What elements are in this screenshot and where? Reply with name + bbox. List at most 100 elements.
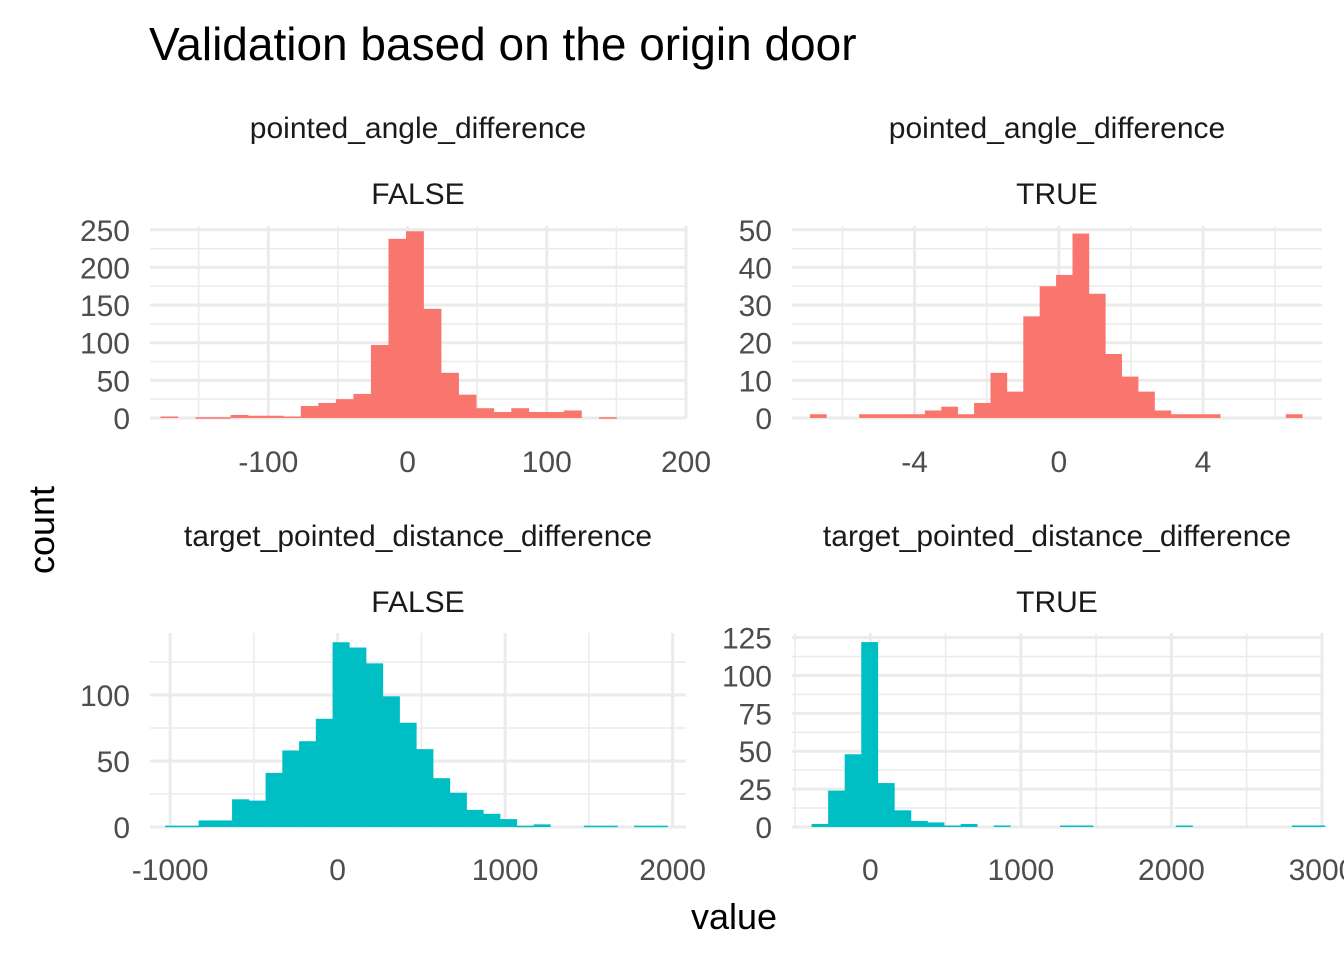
histogram-bar xyxy=(1006,391,1024,418)
histogram-bar xyxy=(353,393,372,418)
y-tick-label: 200 xyxy=(80,252,130,285)
y-axis-title: count xyxy=(21,486,62,574)
histogram-bar xyxy=(1203,414,1221,418)
y-tick-label: 50 xyxy=(739,736,772,769)
x-tick-label: 100 xyxy=(522,446,572,479)
histogram-bar xyxy=(528,411,547,418)
y-tick-label: 100 xyxy=(80,680,130,713)
histogram-bar xyxy=(910,820,928,827)
histogram-bar xyxy=(248,800,266,827)
histogram-bar xyxy=(406,231,424,418)
y-tick-label: 20 xyxy=(739,328,772,361)
histogram-bar xyxy=(634,825,652,828)
histogram-bar xyxy=(195,417,214,419)
y-tick-label: 0 xyxy=(113,812,130,845)
histogram-bar xyxy=(1285,414,1303,418)
histogram-bar xyxy=(198,820,216,827)
x-tick-label: 0 xyxy=(1050,446,1067,479)
histogram-bar xyxy=(215,820,233,827)
x-tick-label: 0 xyxy=(399,446,416,479)
histogram-bar xyxy=(1039,286,1057,418)
histogram-bar xyxy=(1056,274,1073,418)
y-tick-label: 50 xyxy=(97,746,130,779)
histogram-bar xyxy=(828,790,845,827)
histogram-bar xyxy=(382,696,400,827)
histogram-bar xyxy=(924,410,942,418)
histogram-bar xyxy=(811,823,829,827)
facet-strip-variable: target_pointed_distance_difference xyxy=(823,520,1291,553)
histogram-bar xyxy=(1072,233,1090,418)
histogram-bar xyxy=(441,372,459,418)
histogram-bar xyxy=(335,399,354,418)
panel-top-left: -100 0 100 200 0 50 100 150 200 250 pointed_angle_… xyxy=(80,112,711,479)
histogram-bar xyxy=(1121,376,1139,418)
histogram-bar xyxy=(500,819,518,827)
histogram-bar xyxy=(265,772,283,827)
histogram-bar xyxy=(1154,410,1172,418)
y-tick-label: 10 xyxy=(739,365,772,398)
histogram-bar xyxy=(388,238,407,418)
histogram-bar xyxy=(283,416,302,418)
x-tick-label: -4 xyxy=(901,446,928,479)
histogram-bar xyxy=(1175,825,1193,827)
histogram-bar xyxy=(423,308,442,418)
histogram-bar xyxy=(1291,825,1309,827)
y-tick-label: 30 xyxy=(739,290,772,323)
histogram-bar xyxy=(941,406,958,418)
histogram-bar xyxy=(877,783,895,827)
x-tick-label: 2000 xyxy=(639,854,706,887)
histogram-bar xyxy=(875,414,893,418)
y-tick-label: 150 xyxy=(80,290,130,323)
histogram-bar xyxy=(299,741,317,827)
histogram-bar xyxy=(332,642,350,827)
histogram-bar xyxy=(861,642,879,827)
histogram-bar xyxy=(213,417,231,419)
histogram-bar xyxy=(810,414,827,418)
histogram-bar xyxy=(300,405,319,418)
histogram-bar xyxy=(600,825,618,828)
x-tick-label: 0 xyxy=(862,854,879,887)
panel-top-right: -4 0 401020304050pointed_angle_differenceT… xyxy=(739,112,1322,479)
histogram-bar xyxy=(458,394,477,418)
y-tick-label: 0 xyxy=(113,403,130,436)
chart-title: Validation based on the origin door xyxy=(149,18,857,70)
histogram-bar xyxy=(282,750,300,827)
histogram-bar xyxy=(516,825,534,828)
histogram-bar xyxy=(583,825,601,828)
histogram-bar xyxy=(990,372,1008,418)
histogram-bar xyxy=(1023,316,1040,418)
y-tick-label: 250 xyxy=(80,215,130,248)
histogram-bar xyxy=(1308,825,1326,827)
histogram-bar xyxy=(466,809,484,827)
y-tick-label: 125 xyxy=(722,623,772,656)
y-tick-label: 100 xyxy=(722,660,772,693)
histogram-bar xyxy=(511,408,530,418)
y-tick-label: 50 xyxy=(739,215,772,248)
x-tick-label: 0 xyxy=(329,854,346,887)
x-tick-label: 1000 xyxy=(987,854,1054,887)
histogram-bar xyxy=(399,722,417,827)
y-tick-label: 40 xyxy=(739,252,772,285)
histogram-bar xyxy=(160,416,179,418)
y-tick-label: 50 xyxy=(97,365,130,398)
facet-strip-group: FALSE xyxy=(371,586,464,619)
facet-panels: -100 0 100 200050100150200250pointed_angle_… xyxy=(80,112,1344,887)
histogram-bar xyxy=(1088,293,1106,418)
histogram-bar xyxy=(449,792,467,827)
x-tick-label: 200 xyxy=(661,446,711,479)
histogram-bar xyxy=(1105,354,1123,418)
histogram-bar xyxy=(563,410,582,418)
histogram-bar xyxy=(165,825,183,828)
facet-strip-group: TRUE xyxy=(1016,178,1098,211)
histogram-bar xyxy=(974,402,991,418)
y-tick-label: 0 xyxy=(755,812,772,845)
histogram-bar xyxy=(318,402,337,418)
x-tick-label: -100 xyxy=(238,446,298,479)
histogram-bar xyxy=(944,825,961,827)
histogram-bar xyxy=(908,414,926,418)
x-tick-label: 4 xyxy=(1195,446,1212,479)
histogram-bar xyxy=(433,778,451,827)
histogram-bar xyxy=(265,415,284,418)
